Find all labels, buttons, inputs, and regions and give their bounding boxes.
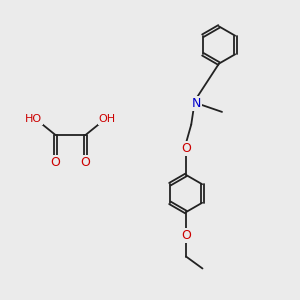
Text: O: O — [181, 229, 191, 242]
Text: O: O — [181, 142, 191, 155]
Text: OH: OH — [98, 114, 116, 124]
Text: O: O — [51, 156, 60, 169]
Text: HO: HO — [25, 114, 43, 124]
Text: N: N — [192, 97, 201, 110]
Text: O: O — [81, 156, 90, 169]
